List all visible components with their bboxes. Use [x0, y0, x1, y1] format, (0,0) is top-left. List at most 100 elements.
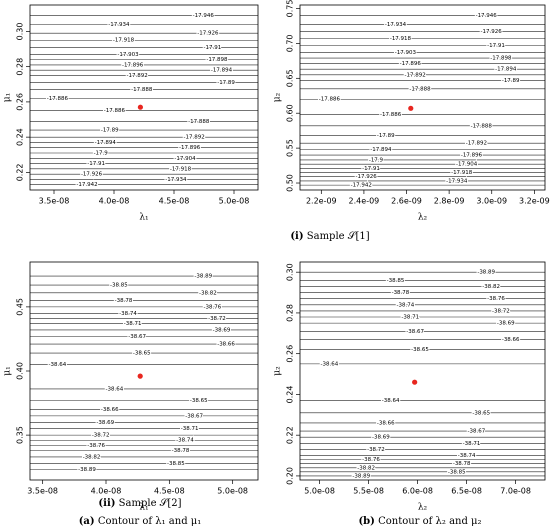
x-tick-label: 5.0e-08 [304, 487, 335, 496]
contour-label: -38.67 [185, 413, 203, 419]
contour-label: -38.64 [105, 386, 123, 392]
contour-label: -38.64 [321, 361, 339, 367]
contour-label: -38.66 [101, 407, 119, 413]
x-tick-label: 3.2e-09 [519, 197, 550, 206]
y-axis-label: μ₂ [273, 366, 283, 376]
contour-label: -17.918 [390, 36, 412, 42]
contour-label: -38.85 [387, 278, 405, 284]
contour-label: -38.65 [190, 398, 208, 404]
x-tick-label: 6.0e-08 [402, 487, 433, 496]
contour-label: -38.66 [502, 337, 520, 343]
contour-label: -38.78 [172, 448, 190, 454]
contour-label: -17.946 [476, 13, 498, 19]
contour-label: -38.74 [458, 453, 476, 459]
contour-label: -17.888 [188, 119, 210, 125]
contour-label: -38.74 [176, 438, 194, 444]
y-tick-label: 0.22 [16, 163, 25, 181]
panel: -38.64 -38.65 -38.66 -38.67 -38.69 -38.71 -38.… [273, 261, 546, 513]
y-tick-label: 0.26 [286, 345, 295, 363]
contour-label: -17.934 [446, 178, 468, 184]
contour-label: -38.76 [87, 443, 105, 449]
contour-label: -17.896 [400, 61, 422, 67]
y-tick-label: 0.28 [286, 304, 295, 322]
y-tick-label: 0.50 [286, 174, 295, 192]
contour-label: -17.886 [319, 97, 341, 103]
contour-label: -38.82 [83, 454, 101, 460]
y-tick-label: 0.24 [286, 386, 295, 404]
x-tick-label: 7.0e-08 [500, 487, 531, 496]
x-tick-label: 4.0e-08 [99, 197, 130, 206]
contour-label: -38.78 [453, 461, 471, 467]
contour-label: -17.898 [490, 56, 512, 62]
y-axis-label: μ₁ [3, 93, 13, 102]
y-tick-label: 0.26 [16, 93, 25, 111]
contour-label: -38.66 [217, 342, 235, 348]
contour-label: -17.894 [95, 140, 117, 146]
contour-label: -38.71 [401, 315, 419, 321]
optimum-point [412, 379, 418, 385]
panel: -17.886 -17.888 -17.89 -17.892 -17.894 -17.89… [273, 0, 550, 223]
panel: -38.64 -38.65 -38.66 -38.67 -38.69 -38.71 -38.… [3, 261, 259, 513]
contour-label: -38.66 [377, 420, 395, 426]
y-tick-label: 0.22 [286, 426, 295, 444]
contour-label: -17.89 [101, 128, 119, 134]
contour-label: -38.76 [487, 296, 505, 302]
contour-label: -38.67 [406, 329, 424, 335]
contour-label: -17.894 [370, 147, 392, 153]
contour-label: -38.71 [181, 426, 199, 432]
x-tick-label: 4.5e-08 [154, 487, 185, 496]
contour-label: -38.89 [194, 274, 212, 280]
contour-label: -38.67 [128, 334, 146, 340]
contour-label: -38.69 [96, 420, 114, 426]
contour-label: -17.89 [502, 78, 520, 84]
caption-text: Contour of λ₁ and μ₁ [98, 516, 201, 527]
contour-label: -38.89 [352, 473, 370, 479]
contour-label: -17.926 [81, 172, 103, 178]
x-tick-label: 4.5e-08 [159, 197, 190, 206]
contour-label: -17.894 [211, 68, 233, 74]
caption: (ii) Sample 𝒮[2] [98, 498, 181, 509]
contour-label: -38.85 [110, 283, 128, 289]
contour-label: -17.903 [117, 52, 139, 58]
contour-label: -17.934 [385, 22, 407, 28]
x-tick-label: 2.6e-09 [391, 197, 422, 206]
contour-label: -17.91 [487, 43, 505, 49]
x-axis-label: λ₂ [418, 503, 428, 513]
contour-label: -17.888 [131, 87, 153, 93]
caption-text: Sample 𝒮[2] [119, 498, 182, 509]
x-tick-label: 2.4e-09 [349, 197, 380, 206]
contour-label: -17.9 [94, 151, 109, 157]
contour-label: -38.82 [199, 290, 217, 296]
x-tick-label: 3.5e-08 [39, 197, 70, 206]
contour-label: -17.926 [480, 29, 502, 35]
contour-label: -38.72 [208, 316, 226, 322]
contour-label: -38.76 [204, 304, 222, 310]
contour-label: -38.71 [463, 441, 481, 447]
caption: (i) Sample 𝒮[1] [290, 231, 369, 242]
contour-label: -38.89 [477, 270, 495, 276]
x-axis-label: λ₁ [139, 503, 148, 513]
caption-label: (a) [79, 516, 95, 527]
plot-frame [29, 261, 259, 481]
caption-label: (ii) [98, 498, 115, 509]
contour-label: -17.892 [127, 73, 148, 79]
y-tick-label: 0.65 [286, 69, 295, 87]
contour-label: -17.89 [217, 80, 235, 86]
contour-label: -38.82 [357, 465, 375, 471]
y-tick-label: 0.60 [286, 104, 295, 122]
x-tick-label: 6.5e-08 [451, 487, 482, 496]
contour-label: -38.78 [115, 298, 133, 304]
caption: (b) Contour of λ₂ and μ₂ [358, 516, 481, 527]
y-tick-label: 0.24 [16, 128, 25, 146]
caption-text: Contour of λ₂ and μ₂ [378, 516, 481, 527]
contour-label: -17.934 [165, 177, 187, 183]
y-tick-label: 0.28 [16, 58, 25, 76]
contour-label: -17.934 [108, 22, 130, 28]
contour-label: -38.72 [92, 433, 110, 439]
x-tick-label: 5.0e-08 [219, 197, 250, 206]
x-tick-label: 3.0e-09 [476, 197, 507, 206]
contour-label: -17.918 [113, 38, 135, 44]
contour-label: -17.918 [451, 170, 473, 176]
contour-label: -17.942 [351, 183, 372, 189]
contour-label: -38.64 [48, 362, 66, 368]
